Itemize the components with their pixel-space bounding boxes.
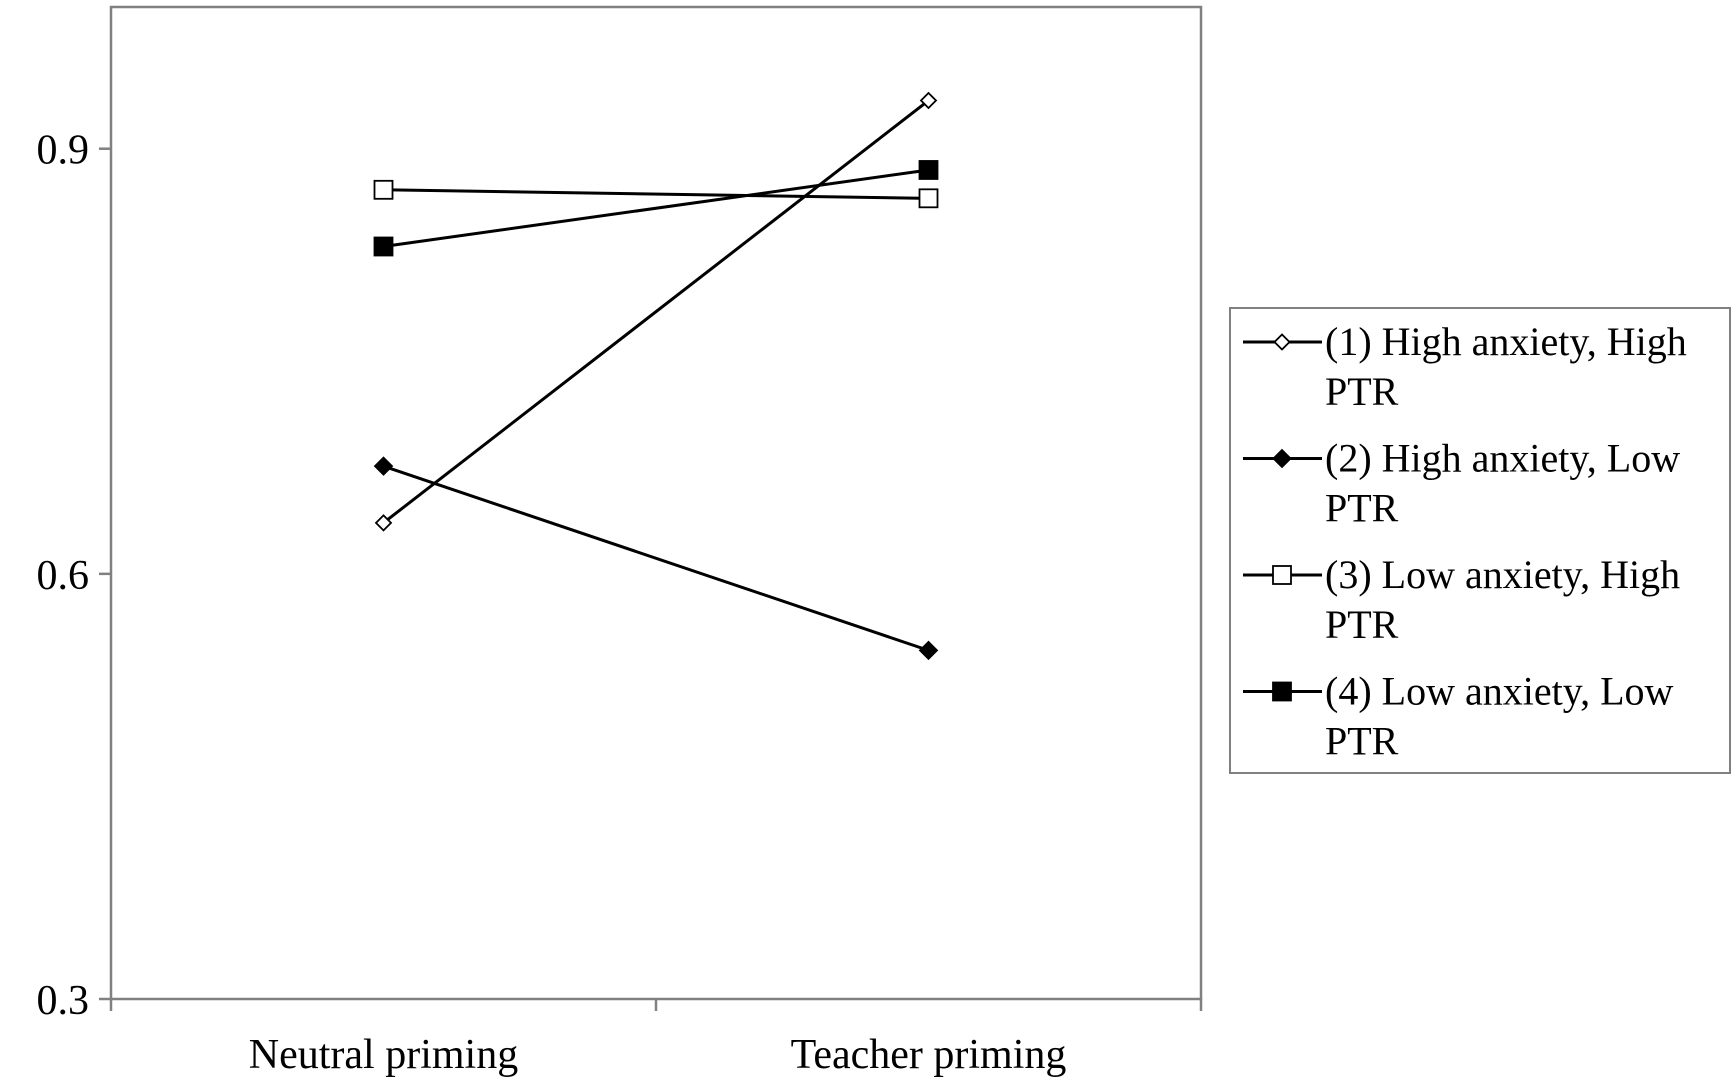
legend-label: PTR bbox=[1325, 719, 1399, 764]
series-4 bbox=[373, 160, 939, 257]
legend-label: PTR bbox=[1325, 602, 1399, 647]
x-tick-label: Neutral priming bbox=[249, 1032, 518, 1077]
legend-entry-3: (3) Low anxiety, High PTR bbox=[1243, 552, 1680, 647]
series-line bbox=[383, 168, 929, 248]
x-axis bbox=[109, 999, 1203, 1011]
y-axis: 0.3 0.6 0.9 bbox=[37, 128, 111, 1024]
series-line bbox=[383, 464, 929, 652]
series-line bbox=[382, 99, 930, 525]
series-lines bbox=[373, 91, 939, 661]
legend-entry-1: (1) High anxiety, High PTR bbox=[1243, 319, 1687, 414]
data-point bbox=[373, 236, 394, 257]
y-tick-label: 0.3 bbox=[37, 978, 90, 1024]
plot-area bbox=[109, 5, 1203, 1001]
data-point bbox=[919, 91, 938, 110]
data-point bbox=[373, 456, 394, 476]
legend-label: (4) Low anxiety, Low bbox=[1325, 669, 1674, 714]
data-point bbox=[918, 160, 939, 180]
category-labels: Neutral priming Teacher priming bbox=[249, 1032, 1067, 1077]
legend-marker bbox=[1272, 565, 1292, 585]
legend-marker bbox=[1273, 333, 1291, 351]
y-tick-label: 0.9 bbox=[37, 128, 90, 174]
y-tick-label: 0.6 bbox=[37, 553, 90, 599]
data-point bbox=[373, 179, 394, 200]
legend-entry-2: (2) High anxiety, Low PTR bbox=[1243, 436, 1680, 531]
series-3 bbox=[373, 179, 939, 209]
legend-label: (2) High anxiety, Low bbox=[1325, 436, 1680, 481]
x-tick-label: Teacher priming bbox=[791, 1032, 1067, 1077]
data-point bbox=[374, 514, 393, 532]
legend-label: (3) Low anxiety, High bbox=[1325, 552, 1680, 597]
series-1 bbox=[374, 91, 938, 532]
data-point bbox=[918, 640, 939, 661]
series-2 bbox=[373, 456, 939, 661]
series-line bbox=[383, 188, 929, 200]
legend-box bbox=[1229, 307, 1731, 774]
legend-marker bbox=[1272, 681, 1292, 702]
data-point bbox=[918, 188, 939, 209]
legend-label: (1) High anxiety, High bbox=[1325, 319, 1687, 364]
legend-marker bbox=[1272, 448, 1292, 469]
legend-label: PTR bbox=[1325, 486, 1399, 531]
legend-entry-4: (4) Low anxiety, Low PTR bbox=[1243, 669, 1674, 764]
legend-label: PTR bbox=[1325, 369, 1399, 414]
